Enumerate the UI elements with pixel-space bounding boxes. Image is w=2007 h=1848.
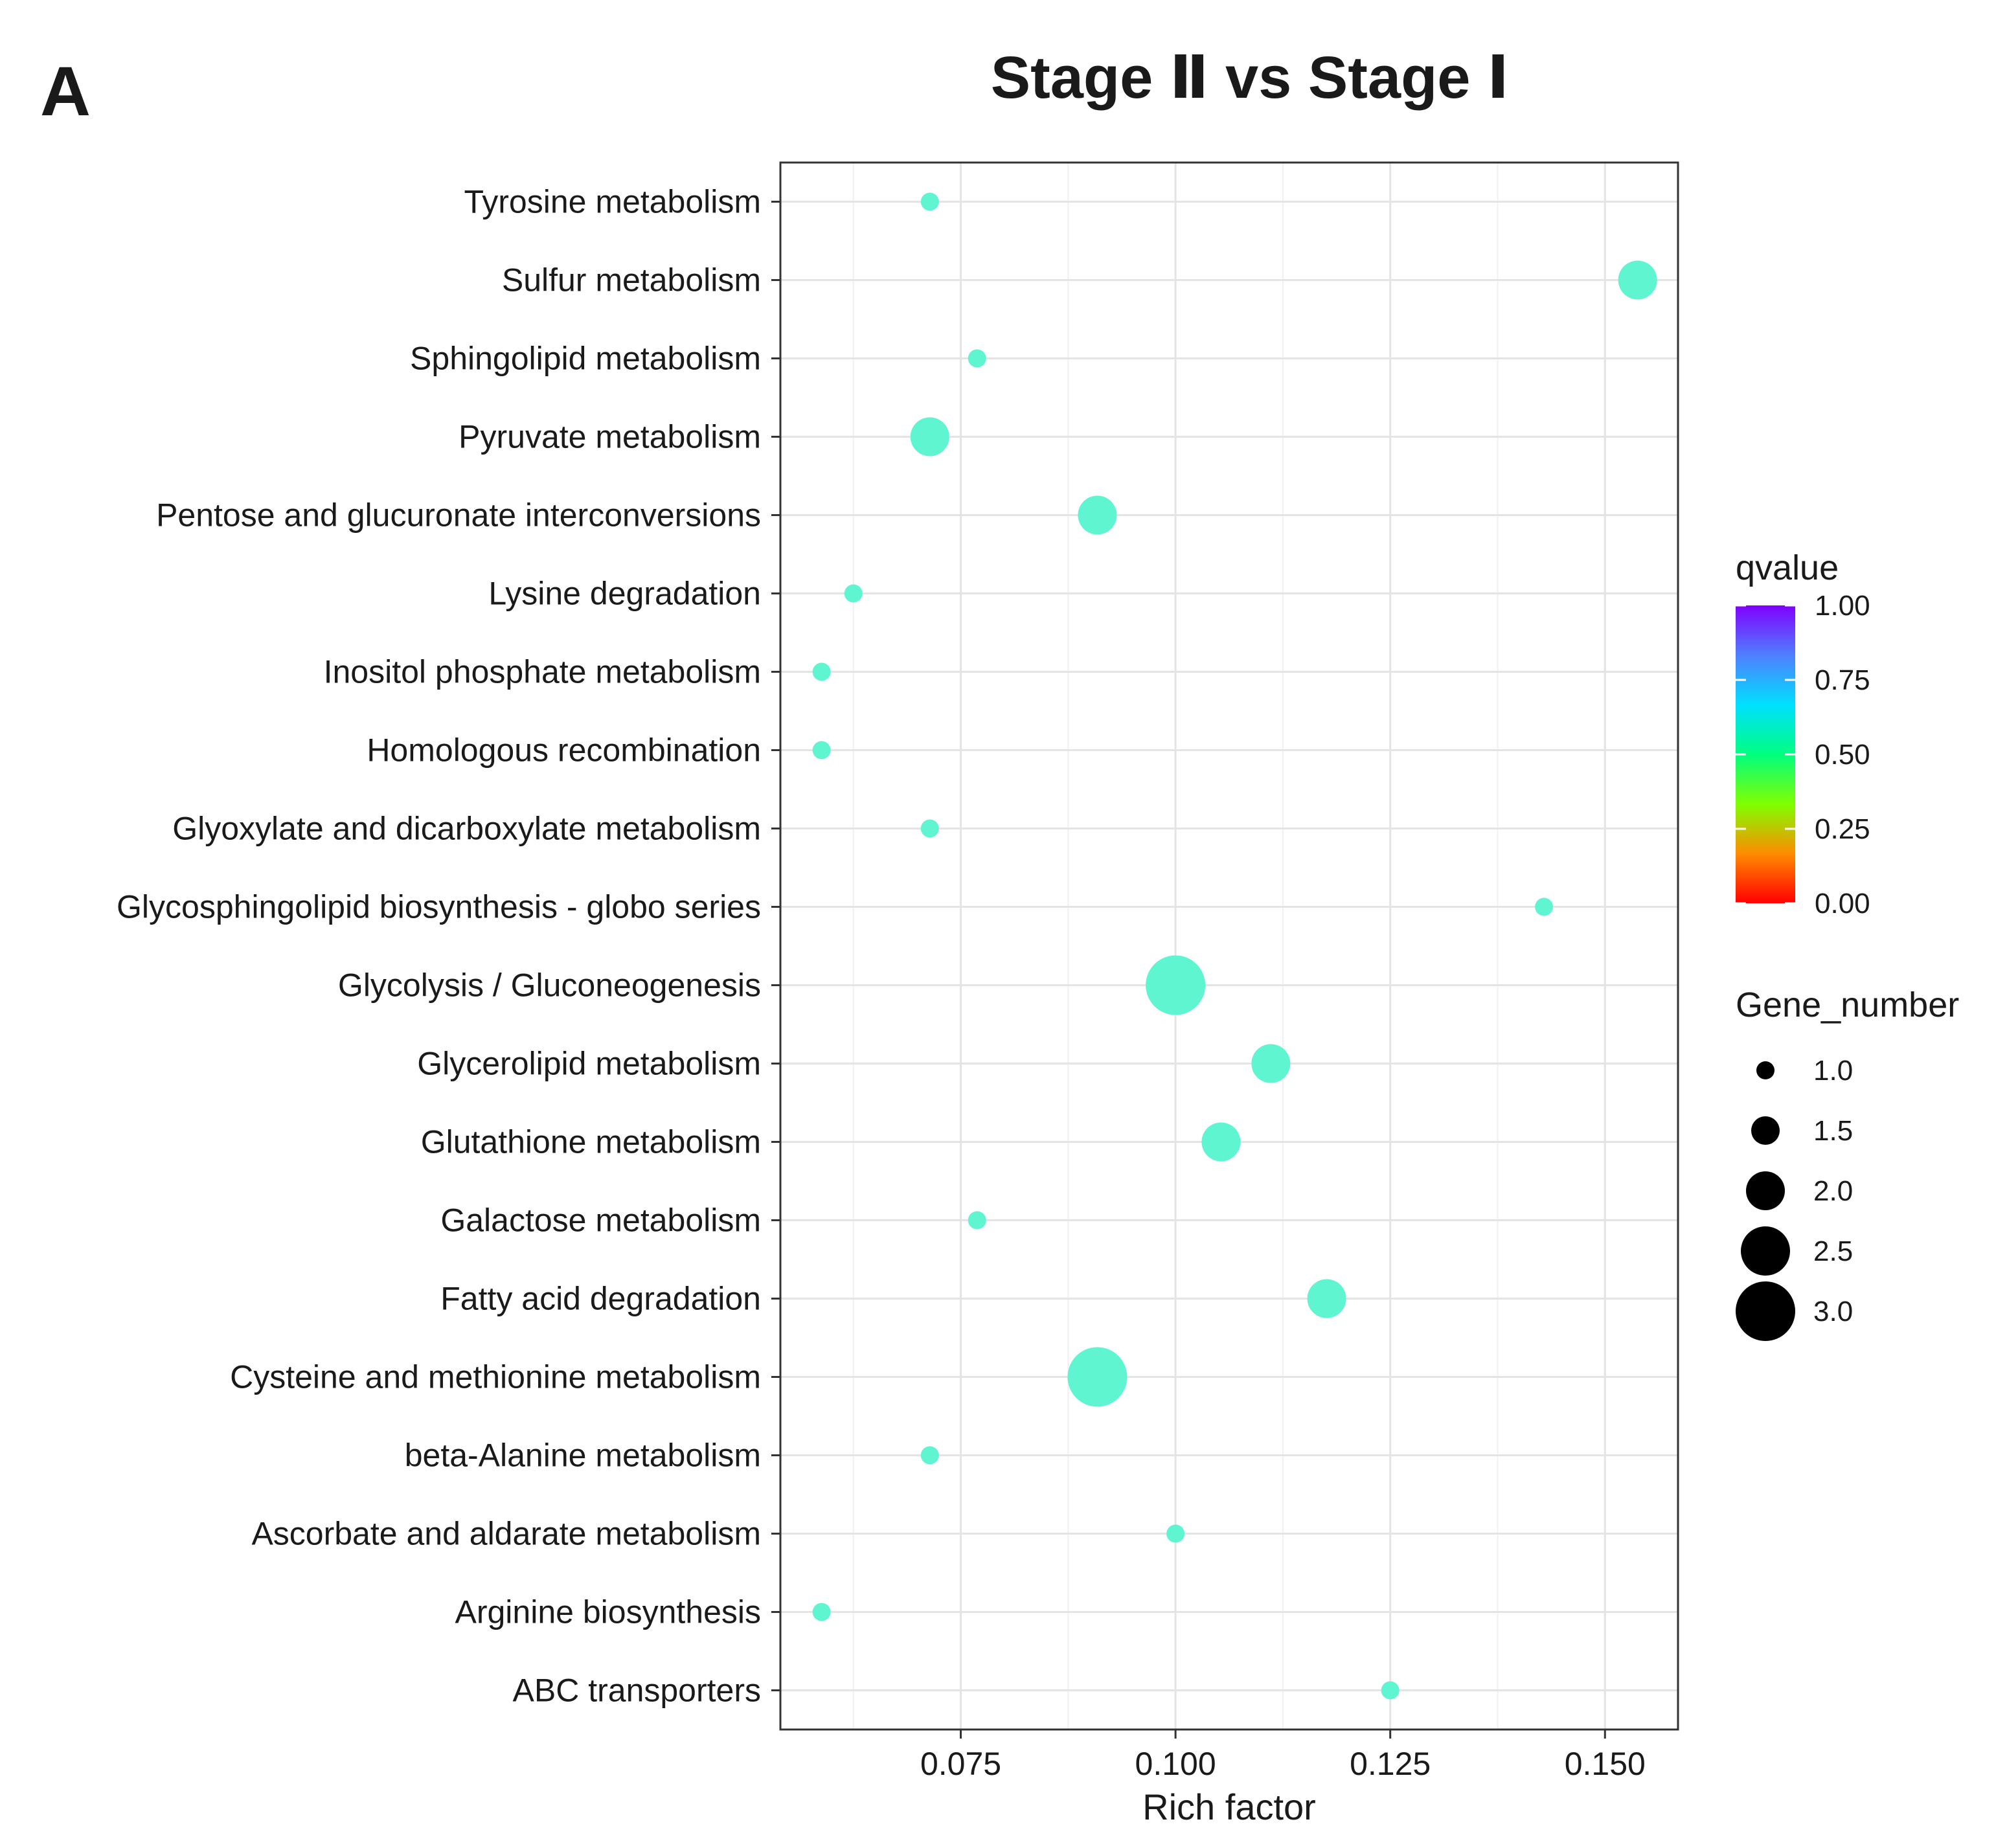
- y-tick-label: Tyrosine metabolism: [464, 184, 762, 220]
- size-legend-key: [1736, 1281, 1795, 1341]
- x-tick-label: 0.100: [1135, 1746, 1216, 1782]
- y-tick-label: Glycosphingolipid biosynthesis - globo s…: [117, 889, 761, 925]
- y-tick-label: Glutathione metabolism: [421, 1124, 761, 1160]
- data-point: [812, 741, 831, 760]
- y-tick-label: Cysteine and methionine metabolism: [230, 1359, 761, 1395]
- data-point: [1307, 1279, 1346, 1318]
- y-tick-label: Fatty acid degradation: [440, 1281, 761, 1317]
- y-tick-label: Pyruvate metabolism: [459, 419, 761, 455]
- x-tick-label: 0.075: [920, 1746, 1001, 1782]
- x-tick-label: 0.125: [1350, 1746, 1431, 1782]
- data-point: [910, 417, 949, 456]
- data-point: [920, 1446, 939, 1465]
- data-point: [1535, 897, 1554, 916]
- y-tick-label: ABC transporters: [513, 1673, 761, 1709]
- colorbar-tick-label: 0.00: [1815, 888, 1870, 919]
- y-tick-label: Sphingolipid metabolism: [410, 341, 761, 377]
- data-point: [1067, 1347, 1128, 1407]
- colorbar-tick-label: 0.50: [1815, 739, 1870, 771]
- y-tick-label: Homologous recombination: [367, 732, 761, 769]
- data-point: [968, 1211, 986, 1230]
- y-tick-label: beta-Alanine metabolism: [405, 1437, 761, 1474]
- data-point: [1201, 1122, 1241, 1162]
- data-point: [812, 1603, 831, 1621]
- chart-title: Stage Ⅱ vs Stage Ⅰ: [990, 45, 1510, 111]
- data-point: [1618, 260, 1657, 300]
- y-tick-label: Glycerolipid metabolism: [417, 1046, 761, 1082]
- y-tick-label: Glycolysis / Gluconeogenesis: [338, 967, 761, 1004]
- y-tick-label: Arginine biosynthesis: [455, 1594, 762, 1630]
- colorbar-tick-label: 0.25: [1815, 813, 1870, 845]
- data-point: [1166, 1524, 1185, 1543]
- panel-label: A: [40, 52, 91, 130]
- size-legend-label: 2.5: [1813, 1235, 1853, 1267]
- y-tick-label: Glyoxylate and dicarboxylate metabolism: [172, 811, 761, 847]
- y-tick-label: Lysine degradation: [488, 576, 761, 612]
- x-axis-label: Rich factor: [1142, 1786, 1316, 1827]
- size-legend-key: [1746, 1171, 1785, 1210]
- y-tick-label: Sulfur metabolism: [502, 262, 761, 299]
- size-legend-label: 3.0: [1813, 1296, 1853, 1327]
- gene-number-legend-title: Gene_number: [1736, 986, 1959, 1024]
- colorbar-tick-label: 1.00: [1815, 590, 1870, 622]
- data-point: [1146, 955, 1206, 1015]
- data-point: [1078, 495, 1117, 535]
- y-tick-label: Inositol phosphate metabolism: [324, 654, 761, 690]
- plot-panel: [780, 163, 1678, 1730]
- data-point: [968, 349, 986, 368]
- size-legend-key: [1751, 1116, 1780, 1145]
- size-legend-label: 1.5: [1813, 1115, 1853, 1147]
- y-tick-label: Galactose metabolism: [440, 1202, 761, 1239]
- size-legend-key: [1741, 1226, 1790, 1276]
- data-point: [920, 819, 939, 838]
- data-point: [812, 662, 831, 681]
- data-point: [1251, 1044, 1291, 1083]
- size-legend-key: [1756, 1061, 1775, 1079]
- data-point: [1381, 1681, 1400, 1700]
- y-tick-label: Pentose and glucuronate interconversions: [156, 497, 761, 534]
- plot-border: [779, 161, 1679, 1731]
- data-point: [920, 192, 939, 211]
- size-legend-label: 2.0: [1813, 1175, 1853, 1207]
- y-tick-label: Ascorbate and aldarate metabolism: [251, 1516, 761, 1552]
- colorbar-tick-label: 0.75: [1815, 664, 1870, 696]
- data-point: [844, 584, 863, 603]
- size-legend-label: 1.0: [1813, 1055, 1853, 1087]
- qvalue-legend-title: qvalue: [1736, 548, 1839, 587]
- x-tick-label: 0.150: [1565, 1746, 1646, 1782]
